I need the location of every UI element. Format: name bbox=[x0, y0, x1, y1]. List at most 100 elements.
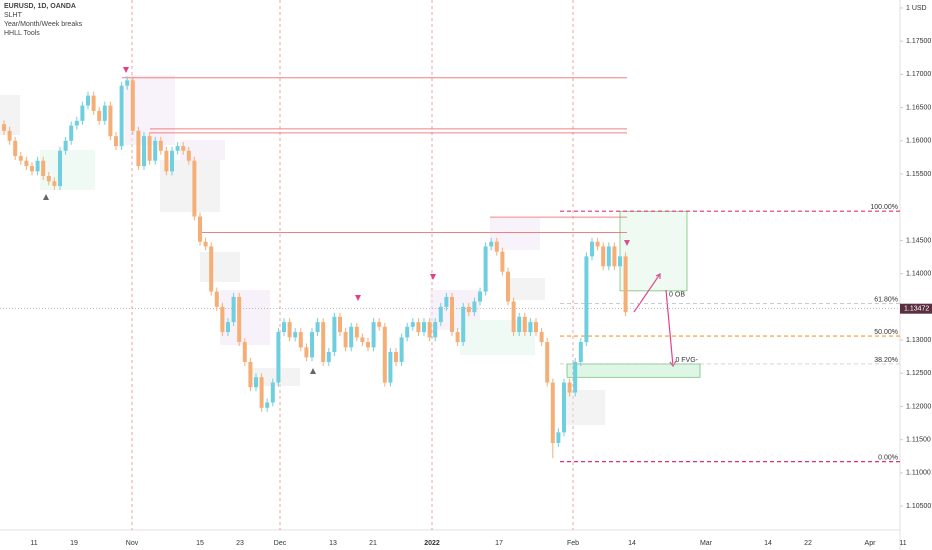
candle-body bbox=[41, 160, 46, 177]
candle-body bbox=[332, 316, 337, 353]
candle-body bbox=[612, 246, 617, 267]
x-tick-label: Mar bbox=[700, 540, 713, 547]
candle-body bbox=[310, 332, 314, 358]
candle-body bbox=[354, 326, 359, 338]
x-tick-label: 15 bbox=[196, 540, 204, 547]
box bbox=[220, 290, 270, 345]
candle-body bbox=[248, 361, 253, 388]
y-tick-label: 1.16000 bbox=[906, 138, 931, 145]
y-tick-label: 1.10500 bbox=[906, 503, 931, 510]
candle-body bbox=[46, 176, 51, 182]
candle-body bbox=[186, 150, 191, 161]
candle-body bbox=[315, 322, 320, 333]
x-tick-label: 22 bbox=[804, 540, 812, 547]
candle-body bbox=[147, 136, 152, 161]
fib-label: 38.20% bbox=[874, 357, 898, 364]
candle-body bbox=[130, 80, 135, 131]
last-price-label: 1.13472 bbox=[904, 306, 929, 313]
x-tick-label: 11 bbox=[899, 540, 906, 547]
candle-body bbox=[209, 246, 214, 292]
candle-body bbox=[220, 306, 225, 333]
candle-body bbox=[539, 332, 544, 343]
x-tick-label: 23 bbox=[236, 540, 244, 547]
candle-body bbox=[584, 256, 589, 343]
candle-body bbox=[562, 382, 566, 433]
last-price-box bbox=[900, 303, 932, 314]
candle-body bbox=[231, 296, 236, 323]
y-tick-label: 1.12500 bbox=[906, 370, 931, 377]
candle-body bbox=[24, 160, 29, 167]
candle-body bbox=[371, 322, 376, 348]
arrow bbox=[633, 273, 661, 313]
box bbox=[565, 390, 605, 425]
low-marker bbox=[310, 368, 316, 374]
high-marker bbox=[123, 67, 129, 73]
candle-body bbox=[254, 377, 258, 388]
shaded-boxes bbox=[0, 75, 605, 425]
candle-body bbox=[52, 181, 57, 186]
high-marker bbox=[355, 295, 361, 301]
candle-body bbox=[86, 95, 90, 106]
candle-body bbox=[164, 150, 169, 172]
candle-body bbox=[69, 125, 74, 141]
box bbox=[160, 160, 220, 212]
y-tick-label: 1.15500 bbox=[906, 171, 931, 178]
candle-body bbox=[158, 140, 163, 151]
candle-body bbox=[326, 352, 331, 362]
projection-arrows bbox=[633, 273, 677, 368]
x-tick-label: 21 bbox=[369, 540, 377, 547]
x-tick-label: Feb bbox=[567, 540, 579, 547]
candle-body bbox=[259, 377, 264, 408]
candle-body bbox=[444, 296, 449, 307]
candle-body bbox=[226, 322, 230, 333]
swing-markers bbox=[43, 67, 630, 374]
candle-body bbox=[136, 130, 141, 167]
zone bbox=[619, 210, 688, 292]
candle-body bbox=[293, 332, 298, 338]
candle-body bbox=[298, 332, 303, 348]
y-tick-label: 1.14000 bbox=[906, 270, 931, 277]
candle-body bbox=[506, 271, 510, 302]
y-tick-label: 1.13000 bbox=[906, 337, 931, 344]
candle-body bbox=[422, 322, 426, 333]
candle-body bbox=[399, 337, 404, 362]
period-breaks bbox=[131, 0, 574, 530]
candle-body bbox=[489, 241, 494, 247]
box bbox=[200, 252, 240, 282]
y-tick-label: 1.14500 bbox=[906, 237, 931, 244]
x-tick-label: 11 bbox=[30, 540, 37, 547]
candle-body bbox=[198, 216, 202, 242]
candle-body bbox=[550, 382, 555, 443]
candle-body bbox=[80, 105, 85, 121]
candle-body bbox=[102, 105, 107, 121]
candle-body bbox=[175, 146, 180, 151]
candle-body bbox=[338, 316, 342, 333]
x-tick-label: 13 bbox=[329, 540, 337, 547]
candle-body bbox=[304, 347, 309, 358]
candle-body bbox=[18, 156, 23, 161]
candle-body bbox=[13, 140, 18, 157]
candle-body bbox=[573, 361, 578, 393]
candle-body bbox=[388, 352, 393, 383]
candle-body bbox=[382, 326, 387, 383]
candle-body bbox=[438, 306, 443, 323]
candle-body bbox=[623, 256, 628, 313]
candle-body bbox=[97, 110, 102, 121]
candle-body bbox=[2, 124, 6, 131]
candle-body bbox=[214, 291, 219, 307]
candle-body bbox=[276, 332, 281, 383]
candle-body bbox=[114, 136, 118, 147]
candle-body bbox=[606, 246, 611, 267]
candle-body bbox=[517, 316, 522, 333]
candle-body bbox=[203, 241, 208, 247]
candle-body bbox=[416, 322, 421, 333]
fib-label: 100.00% bbox=[870, 204, 898, 211]
candle-body bbox=[242, 342, 247, 362]
candle-body bbox=[30, 166, 34, 172]
candle-body bbox=[618, 256, 622, 267]
candle-body bbox=[321, 322, 326, 362]
box bbox=[460, 320, 535, 355]
candle-body bbox=[595, 241, 600, 247]
high-marker bbox=[624, 240, 630, 246]
x-tick-label: 17 bbox=[495, 540, 503, 547]
